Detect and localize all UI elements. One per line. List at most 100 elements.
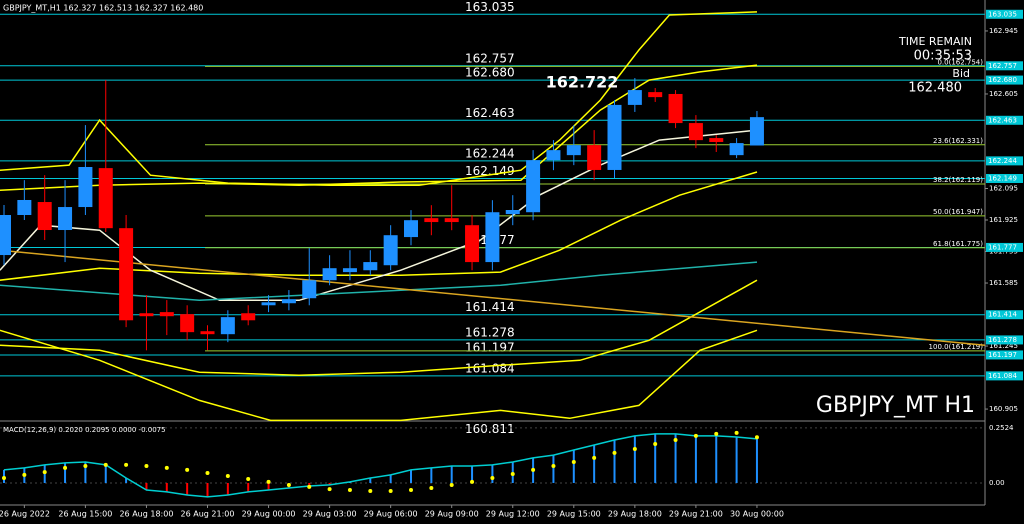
candle-body [37, 202, 52, 231]
candle-body [220, 317, 235, 335]
y-tick-label: 162.945 [989, 27, 1018, 35]
macd-signal-dot [368, 489, 373, 494]
x-tick-label: 29 Aug 06:00 [364, 510, 418, 519]
level-box-label: 162.757 [988, 62, 1017, 70]
macd-signal-dot [22, 472, 27, 477]
fib-label: 38.2(162.119) [933, 176, 983, 184]
candle-body [526, 160, 541, 213]
fib-label: 100.0(161.219) [929, 343, 984, 351]
macd-signal-dot [164, 465, 169, 470]
candle-body [627, 90, 642, 105]
x-tick-label: 29 Aug 18:00 [608, 510, 662, 519]
candle-body [668, 93, 683, 124]
macd-signal-dot [510, 472, 515, 477]
candle-body [241, 313, 256, 321]
macd-signal-dot [754, 435, 759, 440]
macd-signal-dot [612, 450, 617, 455]
y-tick-label: 162.095 [989, 184, 1018, 192]
macd-signal-dot [246, 477, 251, 482]
macd-signal-dot [286, 482, 291, 487]
candle-body [159, 312, 174, 317]
y-tick-label: 160.905 [989, 405, 1018, 413]
macd-line [3, 433, 758, 498]
candle-body [363, 262, 378, 271]
candle-body [342, 268, 357, 273]
candle-body [180, 314, 195, 333]
x-tick-label: 29 Aug 09:00 [425, 510, 479, 519]
macd-signal-dot [42, 470, 47, 475]
macd-signal-dot [693, 433, 698, 438]
macd-y-tick-label: 0.00 [989, 479, 1005, 487]
level-box-label: 163.035 [988, 10, 1017, 18]
x-tick-label: 29 Aug 12:00 [486, 510, 540, 519]
x-tick-label: 29 Aug 21:00 [669, 510, 723, 519]
x-tick-label: 26 Aug 21:00 [181, 510, 235, 519]
macd-signal-dot [388, 489, 393, 494]
candle-body [261, 302, 276, 306]
indicator-line [0, 261, 758, 302]
candle-body [98, 168, 113, 229]
bid: 162.480 [908, 81, 962, 96]
fib-label: 50.0(161.947) [933, 208, 983, 216]
level-text: 161.197 [465, 340, 515, 354]
macd-signal-dot [2, 475, 6, 480]
level-box-label: 161.084 [988, 372, 1017, 380]
indicator-line [0, 11, 758, 186]
macd-signal-dot [63, 465, 68, 470]
level-text: 162.244 [465, 146, 515, 160]
macd-signal-dot [225, 474, 230, 479]
macd-signal-dot [409, 487, 413, 492]
level-box-label: 162.463 [988, 116, 1017, 124]
candle-body [607, 104, 622, 170]
candle-body [78, 166, 93, 208]
candle-body [444, 218, 459, 223]
indicator-line [0, 329, 758, 422]
candle-body [587, 145, 602, 170]
macd-signal-dot [734, 430, 739, 435]
macd-signal-dot [144, 463, 149, 468]
level-text: 162.680 [465, 66, 515, 80]
candle-body [749, 117, 764, 146]
fib-label: 61.8(161.775) [933, 240, 983, 248]
macd-title: MACD(12,26,9) 0.2020 0.2095 0.0000 -0.00… [3, 426, 166, 434]
indicator-line [0, 249, 985, 347]
candle-body [17, 199, 32, 216]
macd-signal-dot [531, 467, 536, 472]
level-box-label: 162.244 [988, 157, 1017, 165]
level-box-label: 162.149 [988, 174, 1017, 182]
x-tick-label: 30 Aug 00:00 [730, 510, 784, 519]
macd-signal-dot [490, 475, 495, 480]
macd-signal-dot [592, 455, 597, 460]
level-box [986, 371, 1023, 381]
macd-signal-dot [185, 467, 190, 472]
candle-body [322, 268, 337, 281]
fib-label: 23.6(162.331) [933, 137, 983, 145]
macd-signal-dot [449, 482, 454, 487]
level-box [986, 156, 1023, 166]
y-tick-label: 161.925 [989, 216, 1018, 224]
candle-body [302, 280, 317, 299]
macd-signal-dot [205, 470, 210, 475]
candle-body [729, 143, 744, 156]
level-box-label: 161.414 [988, 311, 1017, 319]
x-tick-label: 29 Aug 03:00 [303, 510, 357, 519]
x-tick-label: 26 Aug 18:00 [119, 510, 173, 519]
level-box-label: 162.680 [988, 76, 1017, 84]
level-box [986, 115, 1023, 125]
candle-body [383, 235, 398, 266]
level-text: 161.084 [465, 361, 515, 375]
candle-body [0, 215, 11, 256]
candle-body [546, 150, 561, 161]
candle-body [505, 210, 520, 215]
candle-body [119, 228, 134, 321]
level-text: 162.149 [465, 164, 515, 178]
level-text: 162.757 [465, 51, 515, 65]
macd-signal-dot [632, 446, 637, 451]
level-text: 160.811 [465, 422, 515, 436]
level-text: 161.278 [465, 325, 515, 339]
watermark: GBPJPY_MT H1 [816, 393, 975, 418]
candle-body [688, 123, 703, 141]
